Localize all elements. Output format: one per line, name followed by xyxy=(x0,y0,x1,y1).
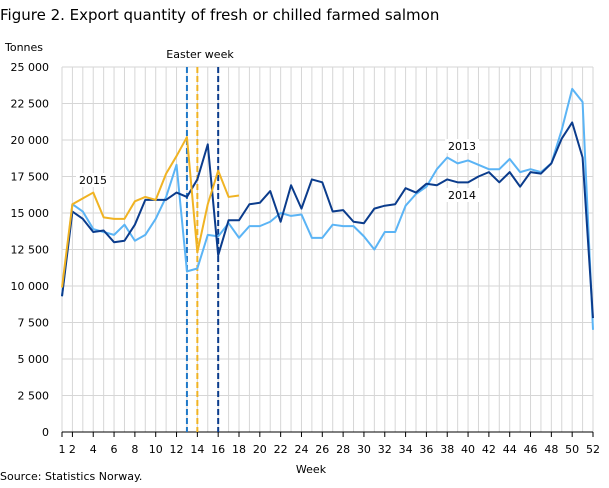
x-tick-label: 12 xyxy=(170,443,184,456)
series-label-2014: 2014 xyxy=(448,189,476,202)
x-tick-label: 36 xyxy=(419,443,433,456)
x-tick-label: 2 xyxy=(69,443,76,456)
x-tick-label: 6 xyxy=(111,443,118,456)
series-label-2015: 2015 xyxy=(79,174,107,187)
y-tick-label: 20 000 xyxy=(11,134,50,147)
y-tick-label: 10 000 xyxy=(11,280,50,293)
x-tick-label: 26 xyxy=(315,443,329,456)
series-label-bg xyxy=(445,139,479,153)
chart-title: Figure 2. Export quantity of fresh or ch… xyxy=(0,6,440,24)
y-tick-label: 17 500 xyxy=(11,171,50,184)
source-note: Source: Statistics Norway. xyxy=(0,470,143,483)
y-tick-label: 5 000 xyxy=(18,353,50,366)
x-tick-label: 50 xyxy=(565,443,579,456)
x-tick-label: 4 xyxy=(90,443,97,456)
series-line-2014 xyxy=(61,121,594,319)
x-tick-label: 14 xyxy=(190,443,204,456)
x-tick-label: 22 xyxy=(274,443,288,456)
x-tick-label: 24 xyxy=(294,443,308,456)
x-tick-label: 42 xyxy=(482,443,496,456)
series-line-2013 xyxy=(61,87,594,330)
x-tick-label: 48 xyxy=(544,443,558,456)
x-tick-label: 46 xyxy=(524,443,538,456)
y-axis-label: Tonnes xyxy=(4,41,43,54)
series-line-2015 xyxy=(61,136,240,288)
easter-week-label: Easter week xyxy=(166,48,234,61)
y-tick-label: 15 000 xyxy=(11,207,50,220)
x-tick-label: 40 xyxy=(461,443,475,456)
y-tick-label: 7 500 xyxy=(18,317,50,330)
x-tick-label: 38 xyxy=(440,443,454,456)
x-tick-label: 8 xyxy=(131,443,138,456)
x-tick-label: 44 xyxy=(503,443,517,456)
x-tick-label: 52 xyxy=(586,443,600,456)
x-tick-label: 18 xyxy=(232,443,246,456)
series-label-bg xyxy=(76,173,110,187)
x-tick-label: 30 xyxy=(357,443,371,456)
x-tick-label: 16 xyxy=(211,443,225,456)
y-tick-label: 2 500 xyxy=(18,390,50,403)
x-tick-label: 1 xyxy=(59,443,66,456)
x-tick-label: 10 xyxy=(149,443,163,456)
y-tick-label: 12 500 xyxy=(11,244,50,257)
y-tick-label: 22 500 xyxy=(11,98,50,111)
x-axis-label: Week xyxy=(296,463,327,476)
y-tick-label: 0 xyxy=(42,426,49,439)
x-tick-label: 32 xyxy=(378,443,392,456)
series-label-bg xyxy=(445,188,479,202)
x-tick-label: 34 xyxy=(399,443,413,456)
x-tick-label: 20 xyxy=(253,443,267,456)
x-tick-label: 28 xyxy=(336,443,350,456)
series-label-2013: 2013 xyxy=(448,140,476,153)
y-tick-label: 25 000 xyxy=(11,61,50,74)
